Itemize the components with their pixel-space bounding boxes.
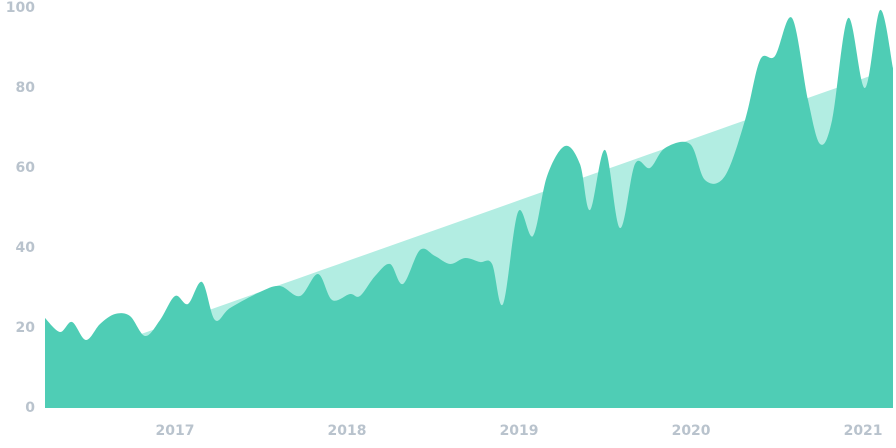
y-tick-label: 100 — [6, 0, 35, 16]
x-tick-label: 2018 — [328, 423, 367, 439]
y-tick-label: 40 — [16, 240, 36, 256]
area — [45, 9, 893, 408]
x-tick-label: 2019 — [500, 423, 539, 439]
y-tick-label: 0 — [25, 400, 35, 416]
x-tick-label: 2021 — [844, 423, 883, 439]
x-tick-label: 2017 — [156, 423, 195, 439]
y-tick-label: 60 — [16, 160, 36, 176]
y-tick-label: 80 — [16, 80, 36, 96]
y-tick-label: 20 — [16, 320, 36, 336]
x-tick-label: 2020 — [672, 423, 711, 439]
